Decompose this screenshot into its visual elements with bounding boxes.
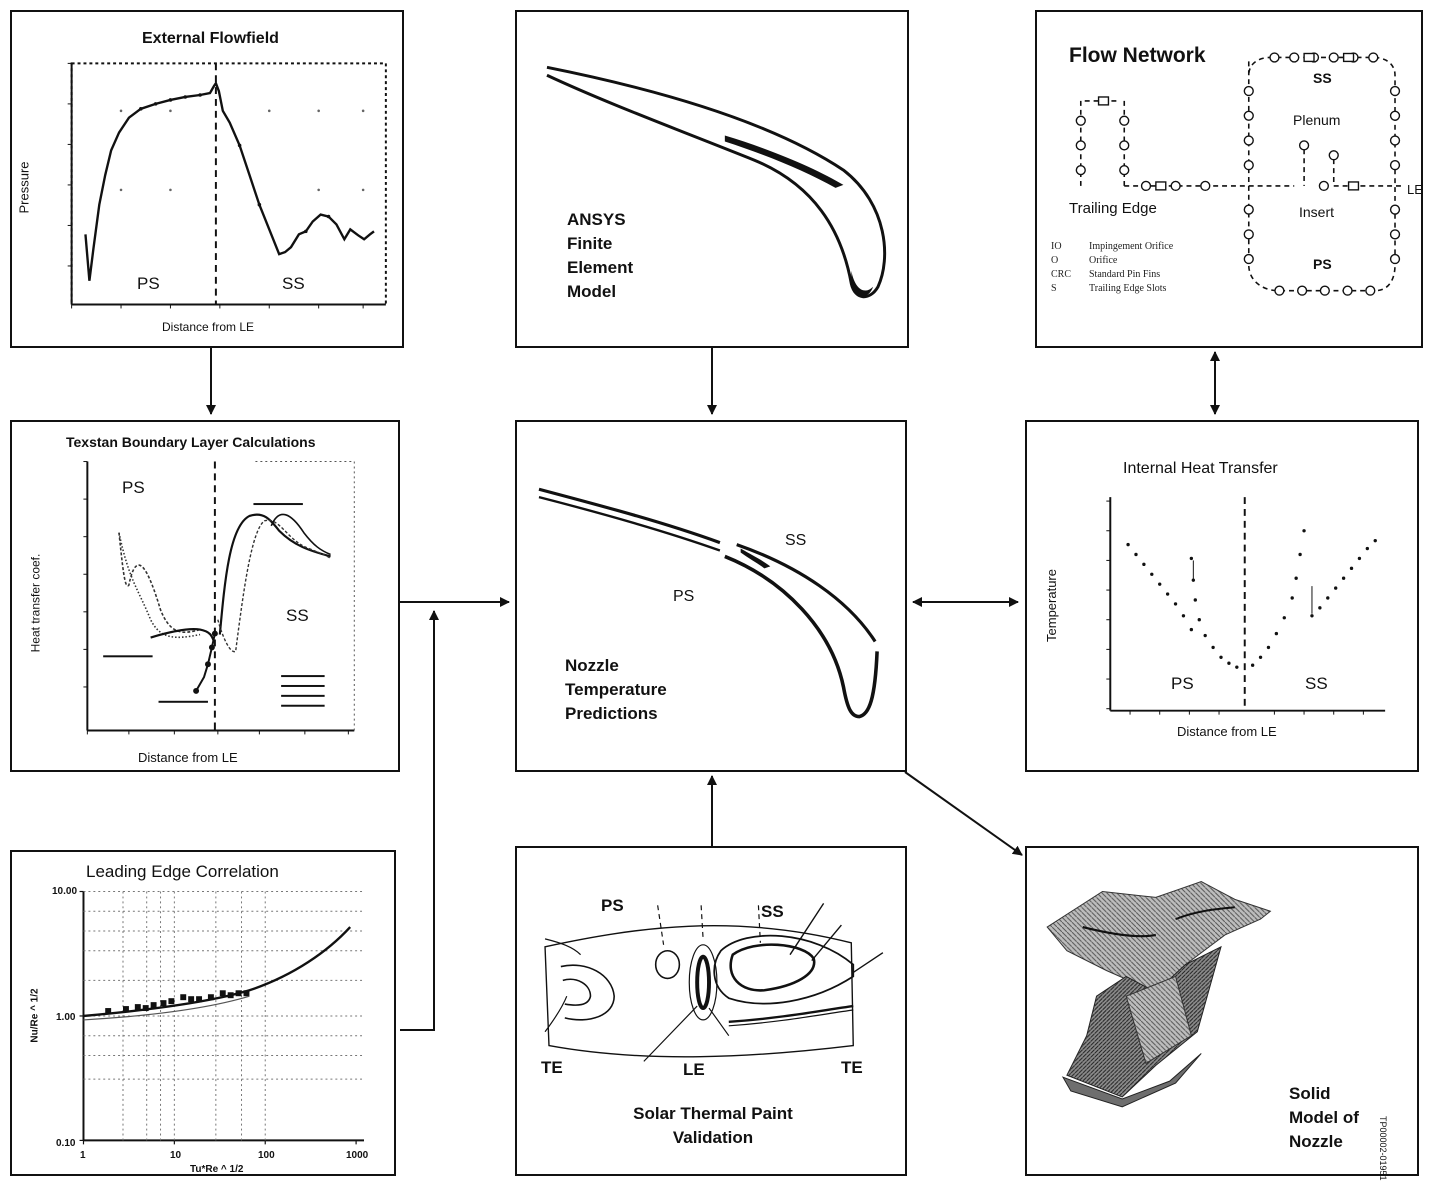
paint-caption-line-1: Solar Thermal Paint <box>633 1104 793 1123</box>
nozzle-line-1: Nozzle <box>565 656 619 675</box>
flowfield-plot <box>67 62 387 309</box>
nozzle-label: Nozzle Temperature Predictions <box>565 654 667 726</box>
legend-key: O <box>1051 255 1059 266</box>
fea-line-4: Model <box>567 282 617 301</box>
ytick-10: 10.00 <box>52 886 78 897</box>
nozzle-airfoil-drawing <box>538 487 879 719</box>
fea-label: ANSYS Finite Element Model <box>567 208 633 304</box>
fea-line-1: ANSYS <box>567 210 626 229</box>
legend-key: CRC <box>1051 269 1072 280</box>
flowfield-title: External Flowfield <box>142 30 279 47</box>
nozzle-ps-label: PS <box>673 588 695 605</box>
texstan-ylabel: Heat transfer coef. <box>28 553 43 653</box>
legend-row: O Orifice <box>1051 254 1241 268</box>
thermal-paint-map <box>544 902 884 1062</box>
network-trailing-edge-label: Trailing Edge <box>1069 200 1157 217</box>
legend-key: IO <box>1051 241 1062 252</box>
airfoil-mesh-drawing <box>546 65 887 299</box>
internal-ps-label: PS <box>1171 674 1194 693</box>
solid-label: Solid Model of Nozzle <box>1289 1082 1359 1154</box>
side-identifier: TP00002-01951 <box>1378 1116 1388 1181</box>
legend-key: S <box>1051 283 1057 294</box>
solid-line-3: Nozzle <box>1289 1132 1343 1151</box>
internal-heat-plot <box>1106 497 1386 715</box>
flowfield-ss-label: SS <box>282 274 305 293</box>
paint-te-left-label: TE <box>541 1058 563 1077</box>
xtick-100: 100 <box>258 1150 275 1161</box>
legend-row: S Trailing Edge Slots <box>1051 282 1241 296</box>
nozzle-ss-label: SS <box>785 532 807 549</box>
network-title: Flow Network <box>1069 44 1206 67</box>
panel-thermal-paint: PS SS TE LE TE Solar Thermal Paint Valid… <box>515 846 907 1176</box>
legend-row: CRC Standard Pin Fins <box>1051 268 1241 282</box>
fea-line-2: Finite <box>567 234 613 253</box>
leading-edge-title: Leading Edge Correlation <box>86 862 279 881</box>
internal-xlabel: Distance from LE <box>1177 724 1277 739</box>
nozzle-line-2: Temperature <box>565 680 667 699</box>
legend-text: Trailing Edge Slots <box>1089 283 1167 294</box>
solid-model-render <box>1046 881 1272 1108</box>
pressure-curve <box>84 80 375 281</box>
paint-ps-label: PS <box>601 896 624 915</box>
ytick-1: 1.00 <box>56 1012 76 1023</box>
flowfield-ps-label: PS <box>137 274 160 293</box>
legend-text: Standard Pin Fins <box>1089 269 1161 280</box>
internal-title: Internal Heat Transfer <box>1123 460 1278 477</box>
panel-texstan: Texstan Boundary Layer Calculations Heat… <box>10 420 400 772</box>
network-ss-label: SS <box>1313 70 1332 86</box>
panel-fea-model: ANSYS Finite Element Model <box>515 10 909 348</box>
flowfield-xlabel: Distance from LE <box>162 320 255 334</box>
panel-solid-model: Solid Model of Nozzle <box>1025 846 1419 1176</box>
texstan-xlabel: Distance from LE <box>138 750 238 765</box>
legend-text: Impingement Orifice <box>1089 241 1174 252</box>
arrow-leading-edge-to-nozzle <box>400 610 439 1031</box>
xtick-1: 1 <box>80 1150 86 1161</box>
nozzle-line-3: Predictions <box>565 704 658 723</box>
xtick-1000: 1000 <box>346 1150 369 1161</box>
network-ps-label: PS <box>1313 256 1332 272</box>
texstan-ps-label: PS <box>122 478 145 497</box>
arrow-nozzle-to-solid <box>904 771 1023 856</box>
paint-caption-line-2: Validation <box>672 1128 754 1147</box>
paint-le-label: LE <box>683 1060 705 1079</box>
texstan-ss-label: SS <box>286 606 309 625</box>
flow-network-diagram <box>1075 52 1405 296</box>
legend-row: IO Impingement Orifice <box>1051 240 1241 254</box>
panel-nozzle-temperature: SS PS Nozzle Temperature Predictions <box>515 420 907 772</box>
flowfield-ylabel: Pressure <box>16 161 32 214</box>
network-le-label: LE <box>1407 182 1423 197</box>
leading-edge-plot <box>79 890 364 1145</box>
solid-line-2: Model of <box>1289 1108 1359 1127</box>
solid-line-1: Solid <box>1289 1084 1331 1103</box>
texstan-plot <box>83 461 355 735</box>
paint-ss-label: SS <box>761 902 784 921</box>
paint-te-right-label: TE <box>841 1058 863 1077</box>
panel-internal-heat-transfer: Internal Heat Transfer Temperature Dista… <box>1025 420 1419 772</box>
leading-edge-xlabel: Tu*Re ^ 1/2 <box>190 1164 244 1175</box>
fea-line-3: Element <box>567 258 634 277</box>
network-plenum-label: Plenum <box>1293 112 1341 128</box>
internal-ss-label: SS <box>1305 674 1328 693</box>
legend-text: Orifice <box>1089 255 1118 266</box>
network-legend: IO Impingement Orifice O Orifice CRC Standa… <box>1051 240 1241 296</box>
ytick-01: 0.10 <box>56 1138 76 1149</box>
network-insert-label: Insert <box>1299 204 1335 220</box>
panel-external-flowfield: External Flowfield Pressure Distance fro… <box>10 10 404 348</box>
texstan-title: Texstan Boundary Layer Calculations <box>66 434 316 450</box>
paint-caption: Solar Thermal Paint Validation <box>517 1102 909 1150</box>
internal-ylabel: Temperature <box>1043 569 1059 642</box>
panel-leading-edge-correlation: Leading Edge Correlation Nu/Re ^ 1/2 Tu*… <box>10 850 396 1176</box>
xtick-10: 10 <box>170 1150 182 1161</box>
panel-flow-network: Flow Network SS Plenum LE Trailing Edge … <box>1035 10 1423 348</box>
leading-edge-ylabel: Nu/Re ^ 1/2 <box>29 988 41 1043</box>
